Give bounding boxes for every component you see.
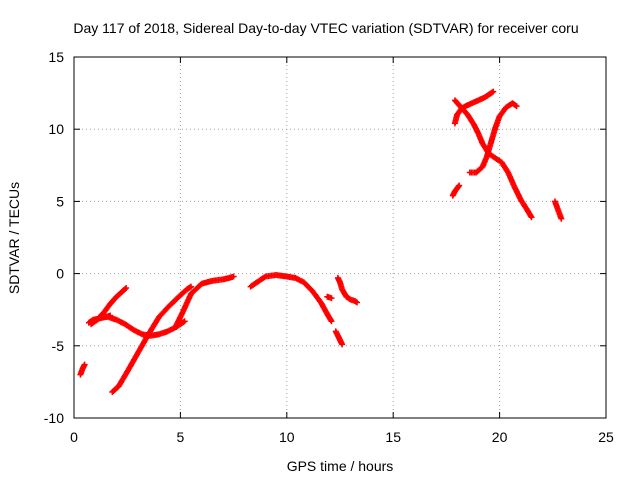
data-series-segment bbox=[324, 293, 335, 302]
data-point-marker bbox=[180, 319, 187, 326]
data-series-segment bbox=[451, 97, 535, 221]
data-point-marker bbox=[339, 341, 346, 348]
data-point-marker bbox=[456, 182, 463, 189]
data-point-marker bbox=[490, 88, 497, 95]
chart-title: Day 117 of 2018, Sidereal Day-to-day VTE… bbox=[73, 20, 578, 36]
data-series-segment bbox=[334, 274, 361, 306]
y-tick-label: -5 bbox=[52, 338, 65, 354]
data-point-marker bbox=[230, 273, 237, 280]
x-tick-label: 0 bbox=[70, 429, 78, 445]
data-series-segment bbox=[96, 313, 188, 339]
data-series-segment bbox=[551, 198, 565, 222]
y-tick-label: -10 bbox=[44, 410, 64, 426]
x-tick-label: 20 bbox=[492, 429, 508, 445]
x-tick-label: 25 bbox=[598, 429, 614, 445]
x-tick-label: 15 bbox=[385, 429, 401, 445]
data-series-segment bbox=[332, 328, 346, 348]
y-tick-label: 0 bbox=[56, 266, 64, 282]
grid-lines bbox=[74, 57, 606, 418]
y-tick-label: 5 bbox=[56, 193, 64, 209]
data-series-segment bbox=[449, 182, 463, 199]
data-point-marker bbox=[328, 318, 335, 325]
x-tick-label: 10 bbox=[279, 429, 295, 445]
data-point-marker bbox=[558, 215, 565, 222]
y-axis-label: SDTVAR / TECUs bbox=[6, 182, 22, 294]
data-series-segment bbox=[109, 283, 195, 396]
x-tick-label: 5 bbox=[177, 429, 185, 445]
data-series-segment bbox=[247, 272, 335, 325]
data-point-marker bbox=[528, 214, 535, 221]
data-point-marker bbox=[81, 361, 88, 368]
data-point-marker bbox=[181, 318, 188, 325]
x-axis-label: GPS time / hours bbox=[287, 458, 394, 474]
data-series-segment bbox=[173, 273, 237, 329]
data-point-marker bbox=[328, 295, 335, 302]
data-point-marker bbox=[123, 285, 130, 292]
y-tick-label: 10 bbox=[48, 121, 64, 137]
data-series-segment bbox=[77, 361, 88, 378]
data-point-marker bbox=[122, 286, 129, 293]
data-point-marker bbox=[354, 299, 361, 306]
data-series-segment bbox=[466, 100, 520, 176]
y-tick-label: 15 bbox=[48, 49, 64, 65]
axis-ticks: 0 5 10 15 20 25 -10 -5 0 5 10 15 bbox=[44, 49, 614, 445]
data-point-marker bbox=[513, 103, 520, 110]
data-point-marker bbox=[188, 283, 195, 290]
plot-frame bbox=[73, 56, 607, 419]
data-points bbox=[77, 88, 565, 396]
